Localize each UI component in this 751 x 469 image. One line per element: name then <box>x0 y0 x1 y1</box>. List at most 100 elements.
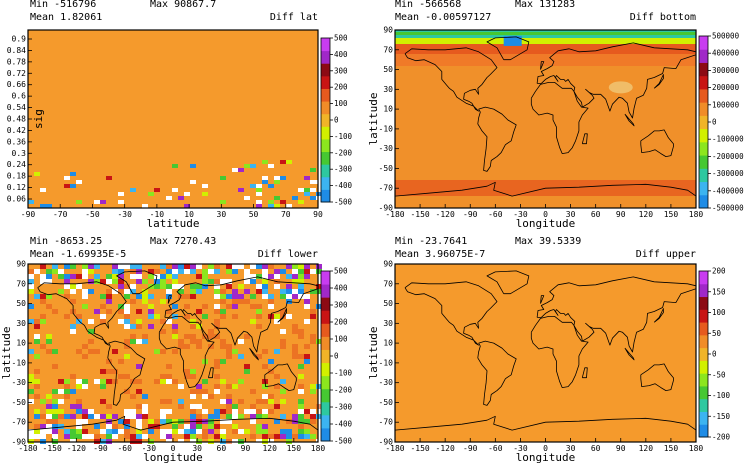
field-cell <box>214 284 220 289</box>
y-tick-label: 50 <box>383 65 393 74</box>
field-cell <box>280 294 286 299</box>
field-cell <box>256 188 262 192</box>
field-cell <box>202 269 208 274</box>
field-cell <box>292 294 298 299</box>
field-cell <box>106 176 112 180</box>
field-cell <box>82 274 88 279</box>
field-cell <box>310 180 316 184</box>
colorbar-tick-label: -100 <box>334 369 353 378</box>
field-cell <box>70 329 76 334</box>
field-cell <box>214 359 220 364</box>
field-cell <box>34 384 40 389</box>
field-cell <box>268 409 274 414</box>
field-cell <box>274 319 280 324</box>
field-cell <box>214 384 220 389</box>
field-cell <box>124 424 130 429</box>
field-cell <box>76 284 82 289</box>
field-cell <box>76 409 82 414</box>
field-cell <box>220 299 226 304</box>
field-cell <box>310 196 316 200</box>
field-cell <box>124 309 130 314</box>
field-cell <box>304 264 310 269</box>
field-cell <box>88 289 94 294</box>
field-cell <box>280 434 286 439</box>
y-tick-label: 30 <box>383 85 393 94</box>
field-cell <box>160 374 166 379</box>
field-cell <box>190 164 196 168</box>
field-cell <box>172 188 178 192</box>
field-cell <box>202 409 208 414</box>
field-cell <box>214 289 220 294</box>
field-cell <box>214 334 220 339</box>
x-axis-label: longitude <box>516 217 576 230</box>
x-tick-label: 120 <box>262 444 277 453</box>
field-cell <box>202 394 208 399</box>
y-tick-label: -90 <box>12 438 27 447</box>
field-cell <box>58 399 64 404</box>
field-cell <box>166 434 172 439</box>
field-cell <box>88 409 94 414</box>
field-cell <box>136 429 142 434</box>
field-cell <box>316 264 322 269</box>
field-cell <box>256 200 262 204</box>
panel-title: Diff bottom <box>630 12 696 23</box>
x-tick-label: 0 <box>543 444 548 453</box>
y-tick-label: 0.06 <box>7 195 26 204</box>
field-cell <box>262 414 268 419</box>
field-cell <box>172 274 178 279</box>
field-cell <box>280 176 286 180</box>
field-cell <box>220 419 226 424</box>
field-cell <box>220 434 226 439</box>
field-cell <box>106 294 112 299</box>
field-cell <box>178 344 184 349</box>
field-cell <box>76 349 82 354</box>
field-cell <box>142 299 148 304</box>
colorbar-swatch <box>699 334 708 349</box>
field-cell <box>220 409 226 414</box>
field-cell <box>190 339 196 344</box>
field-cell <box>190 264 196 269</box>
field-cell <box>148 304 154 309</box>
field-cell <box>64 389 70 394</box>
field-cell <box>130 188 136 192</box>
field-cell <box>298 374 304 379</box>
y-tick-label: 10 <box>383 105 393 114</box>
colorbar-swatch <box>321 113 330 127</box>
field-cell <box>316 404 322 409</box>
field-cell <box>280 269 286 274</box>
x-tick-label: -60 <box>488 210 503 219</box>
field-cell <box>250 404 256 409</box>
field-cell <box>130 274 136 279</box>
field-band <box>395 32 696 35</box>
colorbar-swatch <box>699 283 708 298</box>
field-cell <box>262 294 268 299</box>
field-cell <box>298 424 304 429</box>
field-cell <box>304 294 310 299</box>
field-cell <box>136 294 142 299</box>
colorbar-swatch <box>699 36 708 50</box>
field-cell <box>166 379 172 384</box>
field-cell <box>316 339 322 344</box>
field-band <box>395 54 696 66</box>
field-cell <box>208 429 214 434</box>
field-cell <box>64 264 70 269</box>
field-cell <box>40 279 46 284</box>
field-cell <box>286 160 292 164</box>
y-tick-label: 0.48 <box>7 115 26 124</box>
colorbar-tick-label: 300 <box>334 66 348 75</box>
field-cell <box>70 429 76 434</box>
field-cell <box>136 309 142 314</box>
x-axis-label: longitude <box>143 451 203 464</box>
x-tick-label: -150 <box>410 444 429 453</box>
field-cell <box>34 379 40 384</box>
colorbar-swatch <box>321 176 330 190</box>
field-cell <box>190 269 196 274</box>
field-cell <box>262 264 268 269</box>
field-cell <box>244 196 250 200</box>
field-cell <box>40 344 46 349</box>
field-cell <box>256 409 262 414</box>
y-tick-label: 0.36 <box>7 137 26 146</box>
field-cell <box>256 354 262 359</box>
field-cell <box>214 389 220 394</box>
field-band <box>395 44 696 54</box>
